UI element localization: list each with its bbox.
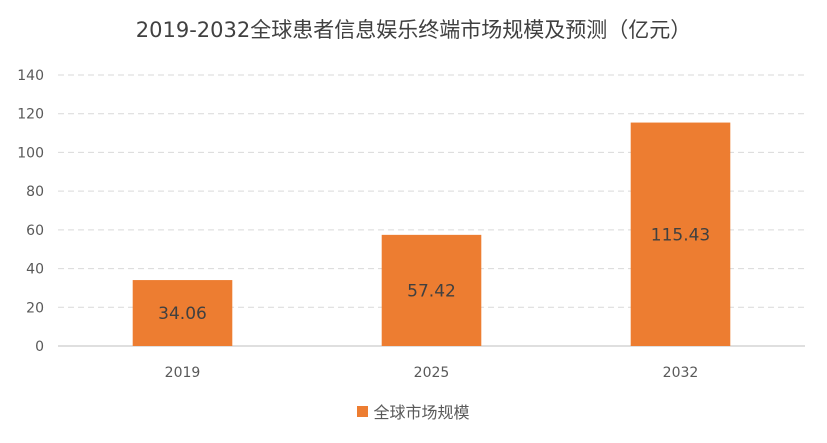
y-tick-label: 60	[26, 223, 44, 239]
legend-label: 全球市场规模	[373, 403, 470, 422]
x-tick-label: 2019	[165, 365, 201, 381]
y-tick-label: 100	[17, 145, 44, 161]
legend-swatch	[357, 405, 369, 417]
y-tick-label: 80	[26, 184, 44, 200]
data-label: 34.06	[158, 304, 207, 324]
y-tick-label: 20	[26, 300, 44, 316]
bar	[381, 234, 482, 346]
bar	[630, 122, 731, 346]
bar	[132, 280, 233, 346]
y-tick-label: 0	[35, 339, 44, 355]
data-label: 57.42	[407, 281, 456, 301]
y-tick-label: 140	[17, 68, 44, 84]
x-tick-label: 2032	[663, 365, 699, 381]
chart-title: 2019-2032全球患者信息娱乐终端市场规模及预测（亿元）	[135, 18, 692, 42]
y-tick-label: 40	[26, 262, 44, 278]
data-label: 115.43	[651, 225, 710, 245]
x-tick-label: 2025	[414, 365, 450, 381]
y-tick-label: 120	[17, 107, 44, 123]
legend: 全球市场规模	[0, 399, 827, 423]
